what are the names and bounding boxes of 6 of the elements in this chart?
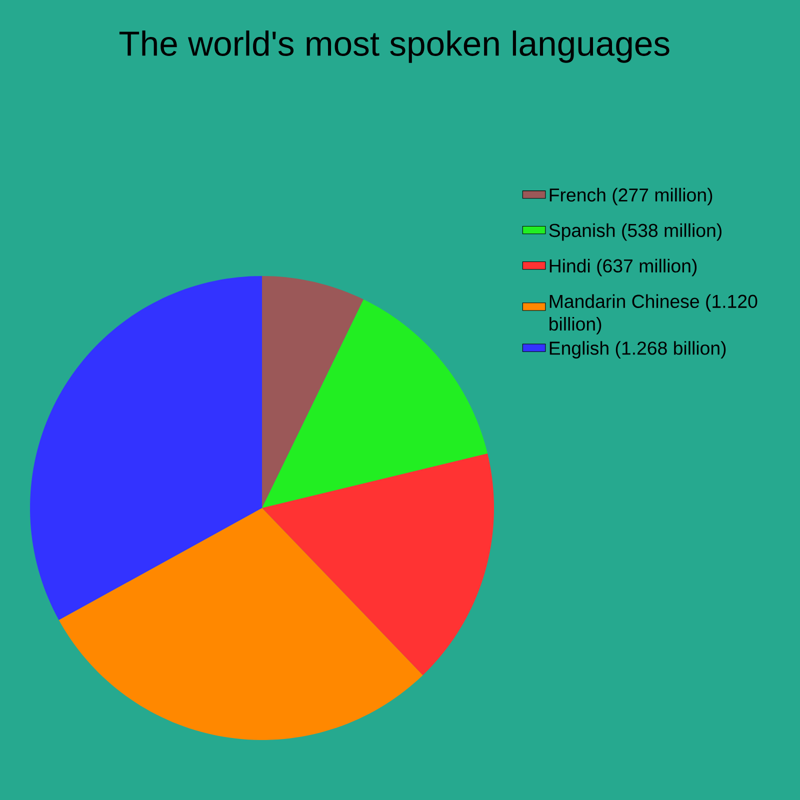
- legend-label: Mandarin Chinese (1.120 billion): [550, 294, 758, 334]
- chart-title: The world's most spoken languages: [119, 30, 670, 63]
- legend-label: Hindi (637 million): [550, 258, 697, 276]
- legend-label: French (277 million): [550, 188, 712, 206]
- legend-label: Spanish (538 million): [549, 223, 722, 241]
- legend-label: English (1.268 billion): [550, 341, 726, 358]
